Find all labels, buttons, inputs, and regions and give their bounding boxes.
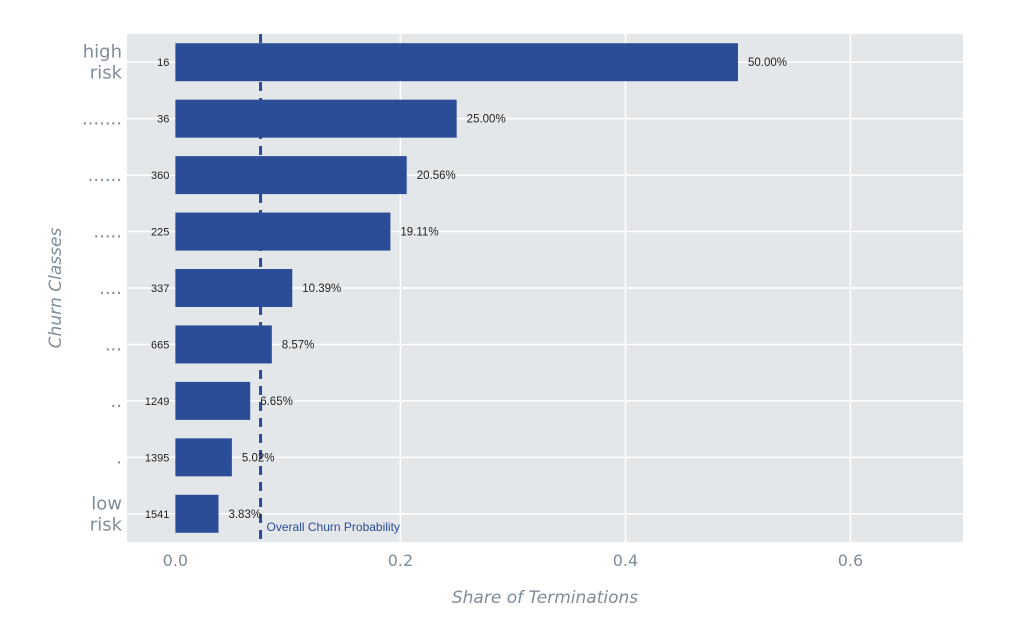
y-axis-title: Churn Classes: [46, 228, 66, 349]
y-category-label-5: ...: [105, 334, 122, 355]
bar-3: [175, 212, 391, 251]
y-category-label-2: ......: [88, 165, 122, 186]
bars-layer: [175, 43, 738, 533]
x-tick-label-1: 0.2: [388, 551, 413, 570]
y-category-label-8: low risk: [90, 493, 123, 535]
y-category-line-8-1: risk: [90, 514, 123, 535]
y-category-labels: high risk............................low r…: [82, 42, 123, 536]
bar-1: [175, 99, 457, 138]
value-label-1: 25.00%: [467, 114, 506, 126]
count-label-3: 225: [151, 227, 169, 239]
x-axis-title: Share of Terminations: [452, 588, 638, 608]
value-label-8: 3.83%: [228, 509, 261, 521]
bar-7: [175, 438, 232, 477]
value-label-4: 10.39%: [302, 283, 341, 295]
x-tick-label-2: 0.4: [613, 551, 638, 570]
y-category-line-8-0: low: [91, 493, 122, 514]
y-category-line-7-0: .: [116, 447, 122, 468]
y-category-label-1: .......: [82, 109, 122, 130]
y-category-line-4-0: ....: [99, 278, 122, 299]
value-label-7: 5.02%: [242, 452, 275, 464]
x-tick-labels: 0.0 0.2 0.4 0.6: [163, 551, 864, 570]
y-category-line-3-0: .....: [93, 222, 122, 243]
bar-8: [175, 494, 219, 533]
count-label-5: 665: [151, 339, 169, 351]
reference-line-label: Overall Churn Probability: [267, 520, 400, 534]
value-label-0: 50.00%: [748, 57, 787, 69]
y-category-line-1-0: .......: [82, 109, 122, 130]
value-label-2: 20.56%: [417, 170, 456, 182]
value-label-6: 6.65%: [260, 396, 293, 408]
y-category-label-0: high risk: [83, 42, 123, 84]
y-category-label-7: .: [116, 447, 122, 468]
count-label-8: 1541: [145, 509, 169, 521]
bar-2: [175, 156, 407, 195]
count-label-6: 1249: [145, 396, 169, 408]
count-label-7: 1395: [145, 452, 169, 464]
bar-5: [175, 325, 272, 364]
bar-0: [175, 43, 738, 82]
bar-6: [175, 381, 251, 420]
count-label-2: 360: [151, 170, 169, 182]
y-category-label-4: ....: [99, 278, 122, 299]
labels-layer: 16 36 360 225 337 665 1249 1395 1541 50.00% 25.00%…: [145, 57, 787, 521]
y-category-line-2-0: ......: [88, 165, 122, 186]
count-label-0: 16: [157, 57, 169, 69]
y-category-label-6: ..: [111, 391, 122, 412]
y-category-label-3: .....: [93, 222, 122, 243]
y-category-line-0-0: high: [83, 42, 122, 63]
value-label-3: 19.11%: [400, 227, 438, 239]
x-tick-label-0: 0.0: [163, 551, 188, 570]
y-category-line-0-1: risk: [90, 63, 123, 84]
count-label-4: 337: [151, 283, 169, 295]
y-category-line-5-0: ...: [105, 334, 122, 355]
value-label-5: 8.57%: [282, 339, 315, 351]
x-tick-label-3: 0.6: [838, 551, 863, 570]
bar-4: [175, 269, 293, 307]
count-label-1: 36: [157, 114, 169, 126]
y-category-line-6-0: ..: [111, 391, 122, 412]
